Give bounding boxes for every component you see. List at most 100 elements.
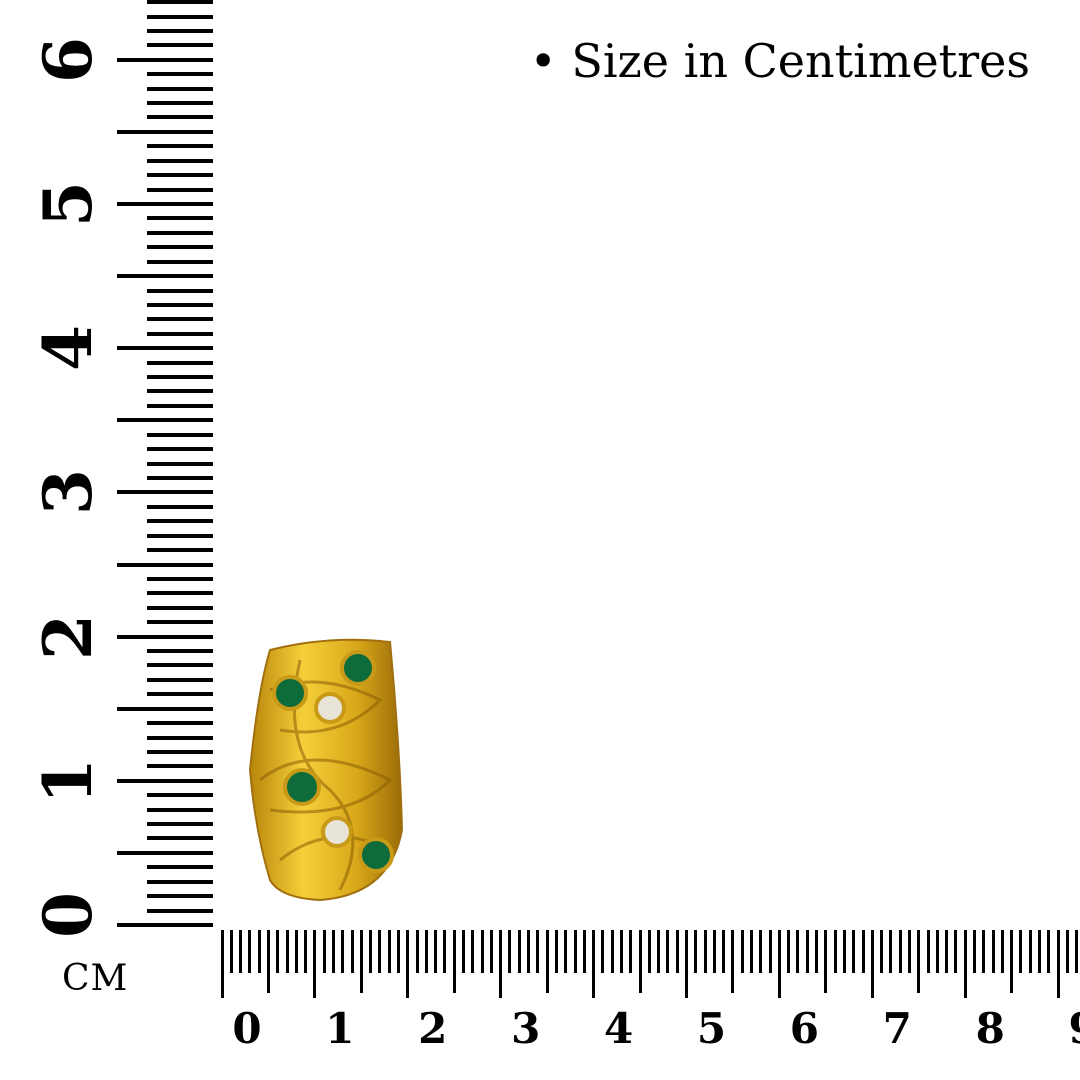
vertical-ruler-label: 5: [29, 181, 107, 227]
ruler-tick: [647, 930, 651, 973]
ruler-tick: [712, 930, 716, 973]
gemstones: [272, 650, 394, 873]
ruler-tick: [117, 923, 213, 927]
ruler-tick: [117, 562, 213, 567]
ruler-tick: [117, 274, 213, 279]
ruler-tick: [147, 101, 213, 106]
ruler-tick: [434, 930, 438, 973]
ruler-tick: [564, 930, 568, 973]
ruler-tick: [685, 930, 688, 998]
ruler-tick: [972, 930, 976, 973]
ruler-tick: [147, 288, 213, 293]
horizontal-ruler-label: 5: [696, 1004, 727, 1053]
horizontal-ruler-label: 0: [232, 1004, 262, 1053]
ruler-tick: [147, 86, 213, 91]
ruler-tick: [462, 930, 466, 973]
ruler-tick: [601, 930, 605, 973]
ruler-tick: [369, 930, 373, 973]
ruler-tick: [935, 930, 939, 973]
ruler-tick: [1056, 930, 1060, 998]
ruler-tick: [147, 764, 213, 769]
ruler-tick: [294, 930, 298, 973]
ruler-tick: [147, 836, 213, 841]
ruler-tick: [322, 930, 326, 973]
ruler-tick: [619, 930, 623, 973]
ruler-tick: [536, 930, 540, 973]
ruler-tick: [703, 930, 707, 973]
ruler-tick: [117, 346, 213, 351]
ruler-tick: [285, 930, 289, 973]
ruler-tick: [147, 432, 213, 437]
ruler-tick: [954, 930, 958, 973]
ruler-tick: [147, 605, 213, 610]
ruler-tick: [880, 930, 884, 973]
ruler-tick: [768, 930, 772, 973]
ruler-tick: [1075, 930, 1079, 973]
vertical-ruler-label: 3: [29, 469, 107, 516]
ruler-tick: [147, 216, 213, 221]
ruler-tick: [805, 930, 809, 973]
horizontal-ruler-label: 7: [882, 1004, 912, 1053]
ruler-tick: [147, 649, 213, 654]
ruler-tick: [907, 930, 911, 973]
ruler-tick: [397, 930, 400, 973]
ruler-tick: [147, 173, 213, 178]
horizontal-ruler-label: 8: [975, 1004, 1005, 1053]
ruler-tick: [777, 930, 781, 998]
ruler-tick: [740, 930, 744, 973]
ruler-tick: [545, 930, 549, 993]
ruler-tick: [147, 620, 213, 625]
ruler-tick: [147, 879, 213, 884]
ruler-tick: [359, 930, 363, 993]
ruler-tick: [917, 930, 921, 993]
ruler-tick: [406, 930, 410, 998]
ruler-tick: [117, 706, 213, 711]
horizontal-ruler-label: 9: [1058, 1004, 1080, 1053]
ruler-tick: [147, 519, 213, 524]
ruler-tick: [147, 230, 213, 235]
ruler-tick: [147, 187, 213, 192]
ruler-tick: [629, 930, 633, 973]
horizontal-ruler-label: 6: [789, 1004, 819, 1053]
ruler-tick: [759, 930, 763, 973]
size-caption: • Size in Centimetres: [529, 34, 1030, 88]
ruler-tick: [117, 129, 213, 134]
ruler-tick: [147, 548, 213, 553]
ruler-tick: [1028, 930, 1032, 973]
horizontal-ruler-label: 3: [511, 1004, 541, 1053]
ruler-tick: [657, 930, 661, 973]
ruler-tick: [117, 418, 213, 423]
ruler-tick: [147, 331, 213, 336]
vertical-ruler-label: 2: [29, 613, 107, 660]
ruler-tick: [842, 930, 846, 973]
ruler-tick: [722, 930, 726, 973]
ruler-tick: [276, 930, 280, 973]
ruler-tick: [750, 930, 754, 973]
ruler-tick: [147, 317, 213, 322]
vertical-ruler-label: 6: [29, 36, 107, 83]
ruler-tick: [117, 778, 213, 783]
ruler-tick: [517, 930, 521, 973]
ruler-tick: [147, 158, 213, 163]
ruler-tick: [527, 930, 531, 973]
ruler-tick: [443, 930, 447, 973]
ruler-tick: [573, 930, 577, 973]
ruler-tick: [147, 793, 213, 798]
ruler-tick: [861, 930, 865, 973]
ruler-tick: [1047, 930, 1051, 973]
horizontal-ruler-label: 1: [325, 1004, 355, 1053]
ruler-tick: [147, 461, 213, 466]
ruler-tick: [147, 721, 213, 726]
ruler-tick: [313, 930, 317, 998]
ruler-tick: [147, 72, 213, 77]
ruler-tick: [387, 930, 391, 973]
ruler-tick: [945, 930, 949, 973]
ruler-tick: [117, 850, 213, 855]
ruler-tick: [147, 894, 213, 899]
ruler-tick: [229, 930, 233, 973]
ruler-tick: [147, 677, 213, 682]
ruler-tick: [341, 930, 345, 973]
ruler-tick: [963, 930, 967, 998]
ruler-tick: [304, 930, 308, 973]
ruler-tick: [147, 533, 213, 538]
